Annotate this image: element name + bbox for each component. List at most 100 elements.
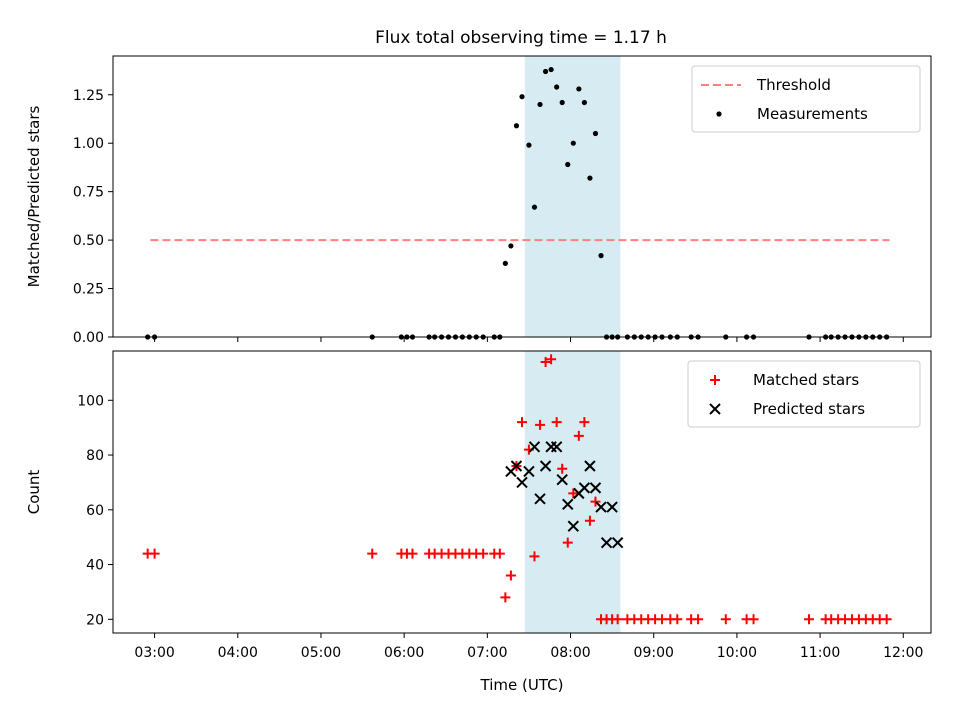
- series-predicted-stars: [505, 441, 624, 549]
- matched-stars-point: [803, 614, 814, 625]
- legend-predicted-swatch: [709, 403, 721, 415]
- matched-stars-point: [494, 548, 505, 559]
- predicted-stars-point: [567, 520, 580, 532]
- matched-stars-point: [535, 419, 546, 430]
- measurement-point: [531, 204, 538, 210]
- x-tick-label: 03:00: [134, 645, 174, 661]
- y-tick-label: 0.00: [73, 330, 104, 346]
- y-tick-label: 0.50: [73, 233, 104, 249]
- legend-matched-swatch: [710, 375, 720, 385]
- axes-frame: [112, 55, 932, 338]
- matched-stars-point: [478, 548, 489, 559]
- matched-stars-point: [568, 488, 579, 499]
- matched-stars-point: [748, 614, 759, 625]
- y-axis-label: Count: [25, 470, 43, 515]
- matched-stars-point: [551, 417, 562, 428]
- measurement-point: [598, 253, 604, 259]
- matched-stars-point: [505, 570, 516, 581]
- measurement-point: [502, 260, 508, 266]
- measurement-point: [592, 130, 599, 137]
- matched-stars-point: [557, 463, 568, 474]
- matched-stars-point: [562, 537, 573, 548]
- y-tick-label: 0.25: [73, 282, 104, 298]
- legend-label: Predicted stars: [753, 400, 865, 418]
- predicted-stars-point: [556, 473, 568, 486]
- predicted-stars-point: [528, 441, 541, 453]
- y-tick-label: 60: [86, 503, 104, 519]
- matched-stars-point: [573, 430, 584, 441]
- x-tick-label: 05:00: [301, 645, 341, 661]
- matched-stars-point: [500, 592, 511, 603]
- measurement-point: [548, 66, 554, 73]
- measurement-point: [559, 99, 565, 106]
- chart-title: Flux total observing time = 1.17 h: [375, 28, 667, 48]
- matched-stars-point: [693, 614, 704, 625]
- predicted-stars-point: [539, 460, 552, 472]
- y-tick-label: 40: [86, 558, 104, 574]
- measurement-point: [565, 161, 571, 168]
- matched-stars-point: [672, 614, 683, 625]
- measurement-point: [570, 140, 576, 146]
- predicted-stars-point: [562, 498, 574, 511]
- x-tick-label: 08:00: [550, 645, 590, 661]
- matched-stars-point: [367, 548, 378, 559]
- predicted-stars-point: [611, 536, 624, 549]
- measurement-point: [513, 123, 520, 129]
- matched-stars-point: [546, 354, 557, 365]
- legend-label: Measurements: [757, 105, 868, 123]
- x-tick-label: 11:00: [800, 645, 840, 661]
- x-tick-label: 07:00: [467, 645, 507, 661]
- observing-window-band: [524, 56, 621, 337]
- predicted-stars-point: [578, 482, 591, 494]
- axes-frame: [112, 350, 932, 634]
- predicted-stars-point: [516, 476, 528, 489]
- x-tick-label: 12:00: [883, 645, 923, 661]
- predicted-stars-point: [510, 460, 523, 472]
- y-tick-label: 0.75: [73, 185, 104, 201]
- x-tick-label: 09:00: [634, 645, 674, 661]
- y-tick-label: 80: [86, 448, 104, 464]
- x-axis-label: Time (UTC): [480, 676, 564, 694]
- y-tick-label: 100: [77, 393, 104, 409]
- legend: Matched stars Predicted stars: [687, 360, 921, 428]
- matched-stars-point: [584, 515, 595, 526]
- panel-flux-ratio: 0.00 0.25 0.50 0.75 1.00 1.25 Matched/Predicte…: [25, 55, 932, 346]
- legend: Threshold Measurements: [691, 65, 921, 133]
- predicted-stars-point: [589, 482, 602, 494]
- measurement-point: [554, 84, 560, 90]
- matched-stars-point: [720, 614, 731, 625]
- legend-label: Matched stars: [753, 371, 859, 389]
- matched-stars-point: [612, 614, 623, 625]
- measurement-point: [526, 142, 532, 148]
- legend-box: [687, 360, 921, 428]
- x-tick-label: 04:00: [218, 645, 258, 661]
- panel-star-counts: 20 40 60 80 100 03:00 04:00 05:00 06:00 07:00 08:0…: [25, 350, 932, 694]
- predicted-stars-point: [523, 465, 535, 478]
- y-axis-label: Matched/Predicted stars: [25, 106, 43, 288]
- measurement-point: [508, 243, 514, 249]
- x-tick-label: 06:00: [384, 645, 424, 661]
- y-tick-label: 1.00: [73, 136, 104, 152]
- matched-stars-point: [407, 548, 418, 559]
- measurement-point: [542, 68, 549, 75]
- predicted-stars-point: [584, 460, 596, 472]
- x-tick-label: 10:00: [717, 645, 757, 661]
- predicted-stars-point: [534, 493, 546, 505]
- matched-stars-point: [529, 551, 540, 562]
- measurement-point: [587, 175, 593, 181]
- matched-stars-point: [149, 548, 160, 559]
- predicted-stars-point: [550, 441, 563, 453]
- y-tick-label: 20: [86, 612, 104, 628]
- measurement-point: [519, 94, 525, 100]
- measurement-point: [581, 99, 587, 106]
- legend-label: Threshold: [756, 76, 831, 94]
- matched-stars-point: [579, 417, 590, 428]
- predicted-stars-point: [600, 536, 613, 549]
- legend-measurement-swatch: [716, 111, 722, 117]
- matched-stars-point: [881, 614, 892, 625]
- measurement-point: [576, 86, 582, 92]
- y-tick-label: 1.25: [73, 88, 104, 104]
- measurement-point: [537, 101, 543, 108]
- matched-stars-point: [540, 356, 551, 367]
